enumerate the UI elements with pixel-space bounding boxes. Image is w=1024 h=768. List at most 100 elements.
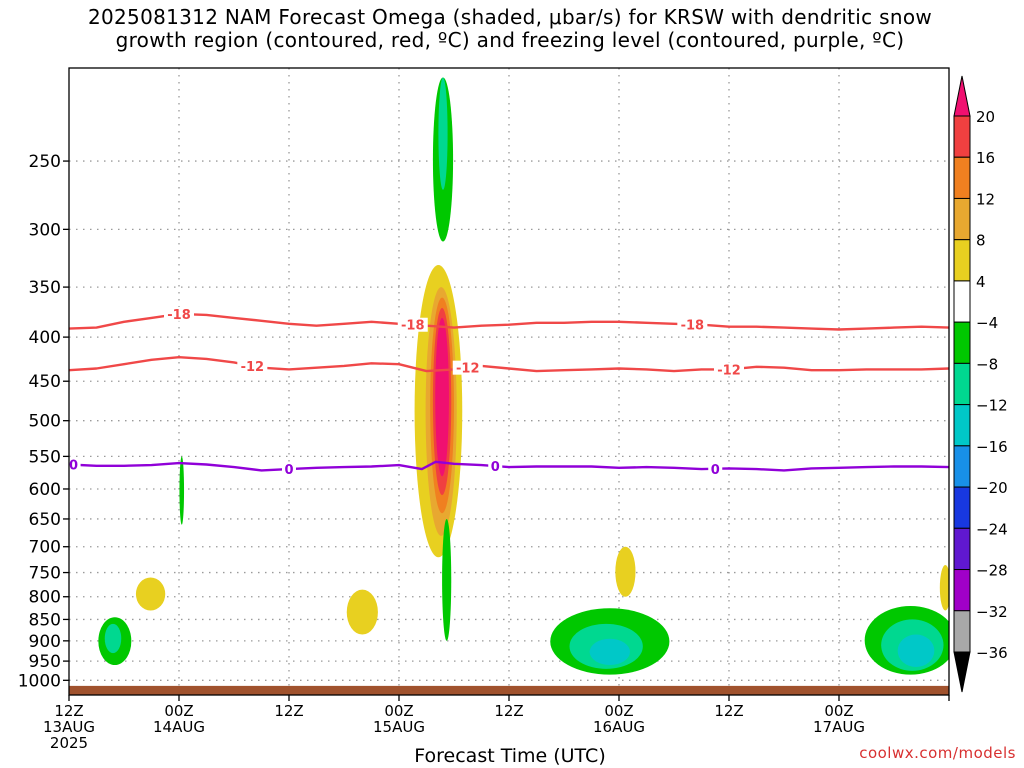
contour-line-0 [69,312,949,331]
colorbar-segment-13 [953,610,971,653]
contour-label-bg-2-2 [488,459,503,474]
colorbar-label-7: −12 [976,397,1008,415]
colorbar-label-13: −36 [976,644,1008,662]
omega-region-17 [939,564,949,611]
y-tick-label-700: 700 [29,538,61,558]
colorbar-segment-0 [953,75,971,117]
y-tick-label-800: 800 [29,588,61,608]
omega-region-1 [438,77,448,190]
y-tick-label-400: 400 [29,328,61,348]
y-tick-label-500: 500 [29,412,61,432]
y-tick-label-950: 950 [29,652,61,672]
contour-label-bg-1-1 [452,360,483,375]
contour-label-bg-1-2 [714,362,744,377]
temperature-contours: -18 -18 -18 -12 -12 -12 0 0 0 0 [69,306,949,478]
contour-label-bg-2-0 [69,457,81,472]
contour-label-2-3: 0 [711,463,720,478]
colorbar-label-8: −16 [976,438,1008,456]
x-tick-label-5-1: 16AUG [593,718,645,736]
contour-label-1-0: -12 [241,360,265,375]
contour-label-2-2: 0 [491,460,500,475]
x-tick-label-0-2: 2025 [50,734,88,752]
colorbar-label-9: −20 [976,479,1008,497]
omega-region-8 [179,456,185,525]
contour-label-2-0: 0 [69,459,78,474]
contour-label-bg-2-3 [708,461,723,476]
chart-title: 2025081312 NAM Forecast Omega (shaded, μ… [0,6,1020,52]
y-tick-label-850: 850 [29,610,61,630]
omega-shaded-regions [69,77,949,695]
colorbar-segment-8 [953,404,971,447]
contour-label-bg-0-1 [397,317,428,332]
colorbar-label-10: −24 [976,520,1008,538]
y-tick-label-900: 900 [29,632,61,652]
colorbar-segment-4 [953,239,971,282]
contour-label-bg-0-0 [164,306,194,321]
omega-region-13 [615,546,636,597]
colorbar-label-1: 16 [976,149,995,167]
x-tick-label-2-0: 12Z [274,702,303,720]
omega-region-11 [135,577,166,611]
contour-label-1-2: -12 [717,363,741,378]
contour-label-0-0: -18 [167,308,191,323]
x-tick-label-5-0: 00Z [604,702,633,720]
contour-label-0-2: -18 [681,318,705,333]
contour-label-2-1: 0 [284,463,293,478]
x-tick-label-7-1: 17AUG [813,718,865,736]
colorbar-segment-9 [953,445,971,488]
colorbar-label-11: −28 [976,562,1008,580]
colorbar-segment-12 [953,569,971,612]
y-tick-label-600: 600 [29,480,61,500]
omega-region-6 [435,317,449,477]
contour-label-0-1: -18 [401,319,425,334]
colorbar-label-5: −4 [976,314,998,332]
y-tick-label-350: 350 [29,278,61,298]
colorbar-segment-1 [953,115,971,158]
omega-region-7 [442,518,452,641]
contour-label-bg-2-1 [282,462,296,477]
y-axis-pressure-labels: 2503003504004505005506006507007508008509… [18,152,69,691]
source-credit: coolwx.com/models [859,744,1016,762]
colorbar-label-3: 8 [976,232,986,250]
x-tick-label-1-0: 00Z [164,702,193,720]
x-tick-label-0-0: 12Z [54,702,83,720]
omega-region-16 [589,638,630,666]
x-tick-label-7-0: 00Z [824,702,853,720]
y-tick-label-550: 550 [29,447,61,467]
colorbar-label-2: 12 [976,190,995,208]
colorbar-label-12: −32 [976,603,1008,621]
colorbar-label-6: −8 [976,355,998,373]
colorbar-label-0: 20 [976,108,995,126]
x-tick-label-0-1: 13AUG [43,718,95,736]
colorbar-segment-3 [953,197,971,241]
x-tick-label-1-1: 14AUG [153,718,205,736]
omega-region-20 [897,634,935,667]
colorbar-segment-7 [953,362,971,406]
colorbar-segment-10 [953,486,971,529]
y-tick-label-300: 300 [29,220,61,240]
y-tick-label-250: 250 [29,152,61,172]
colorbar-segment-11 [953,527,971,571]
ground-layer [69,685,949,695]
contour-label-bg-1-0 [237,358,268,373]
omega-region-10 [104,623,122,654]
x-tick-label-3-1: 15AUG [373,718,425,736]
colorbar-segment-2 [953,156,971,199]
y-tick-label-450: 450 [29,372,61,392]
x-tick-label-3-0: 00Z [384,702,413,720]
chart-title-line-1: 2025081312 NAM Forecast Omega (shaded, μ… [87,5,933,29]
y-tick-label-750: 750 [29,564,61,584]
chart-title-line-2: growth region (contoured, red, ºC) and f… [115,28,905,52]
contour-line-2 [69,460,949,472]
x-tick-label-6-0: 12Z [714,702,743,720]
colorbar-segment-14 [953,651,971,693]
colorbar-segment-6 [953,321,971,364]
omega-region-12 [346,589,378,635]
colorbar: 20 16 12 8 4 −4 −8 −12 −16 −20 −24 −28 −32 −36 [953,75,1008,693]
contour-line-1 [69,356,949,373]
x-tick-label-4-0: 12Z [494,702,523,720]
colorbar-segment-5 [953,280,971,323]
y-tick-label-1000: 1000 [18,671,61,691]
